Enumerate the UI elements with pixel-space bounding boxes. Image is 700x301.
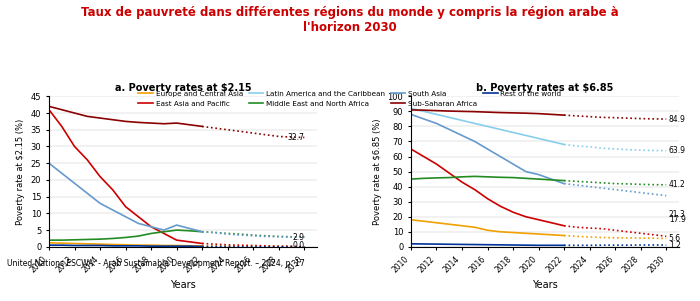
Text: United Nations ESCWA. - Arab Sustainable Development Report. – 2024, p. 17: United Nations ESCWA. - Arab Sustainable… xyxy=(7,259,304,268)
Y-axis label: Poverty rate at $6.85 (%): Poverty rate at $6.85 (%) xyxy=(373,118,382,225)
X-axis label: Years: Years xyxy=(532,280,558,290)
Text: Taux de pauvreté dans différentes régions du monde y compris la région arabe à
l: Taux de pauvreté dans différentes région… xyxy=(81,6,619,34)
Text: 5.6: 5.6 xyxy=(668,234,681,243)
Text: 32.7: 32.7 xyxy=(288,133,304,142)
Text: 17.9: 17.9 xyxy=(668,216,686,224)
X-axis label: Years: Years xyxy=(170,280,196,290)
Text: 0.0: 0.0 xyxy=(292,241,304,250)
Title: b. Poverty rates at $6.85: b. Poverty rates at $6.85 xyxy=(476,83,614,93)
Text: 21.3: 21.3 xyxy=(668,210,685,219)
Y-axis label: Poverty rate at $2.15 (%): Poverty rate at $2.15 (%) xyxy=(16,119,25,225)
Text: 84.9: 84.9 xyxy=(668,115,686,123)
Text: 2.9: 2.9 xyxy=(293,233,304,242)
Text: 41.2: 41.2 xyxy=(668,180,685,189)
Title: a. Poverty rates at $2.15: a. Poverty rates at $2.15 xyxy=(115,83,251,93)
Legend: Europe and Central Asia, East Asia and Pacific, Latin America and the Caribbean,: Europe and Central Asia, East Asia and P… xyxy=(136,88,564,109)
Text: 63.9: 63.9 xyxy=(668,146,686,155)
Text: 1.2: 1.2 xyxy=(668,240,680,250)
